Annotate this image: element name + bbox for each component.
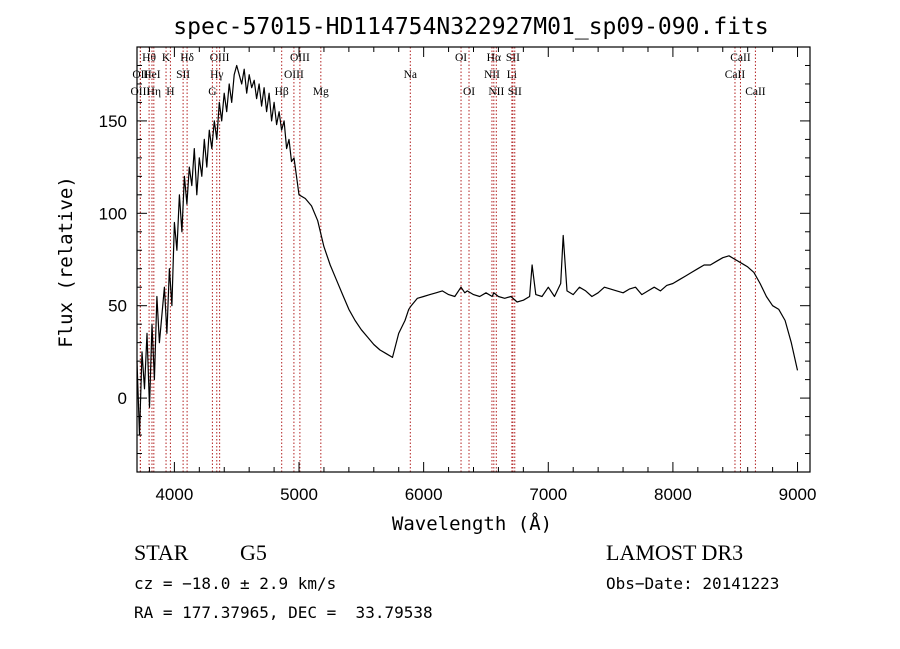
line-marker-label: Hβ bbox=[275, 86, 289, 98]
line-marker-label: OIII bbox=[290, 52, 310, 64]
line-marker-label: Hα bbox=[487, 52, 501, 64]
line-marker-label: SII bbox=[506, 52, 520, 64]
x-tick-label: 7000 bbox=[529, 485, 567, 504]
line-marker-label: SII bbox=[176, 69, 190, 81]
line-marker-label: OIII bbox=[130, 86, 150, 98]
line-marker-label: Na bbox=[404, 69, 417, 81]
line-marker-label: Hθ bbox=[142, 52, 156, 64]
line-marker-label: G bbox=[208, 86, 216, 98]
line-marker-label: Hδ bbox=[180, 52, 194, 64]
coordinates: RA = 177.37965, DEC = 33.79538 bbox=[134, 603, 433, 622]
line-marker-label: Hγ bbox=[210, 69, 223, 81]
line-marker-label: CaII bbox=[745, 86, 766, 98]
line-marker-label: CaII bbox=[725, 69, 746, 81]
spectrum-line bbox=[136, 64, 799, 436]
y-tick-label: 50 bbox=[108, 297, 127, 316]
chart-title: spec-57015-HD114754N322927M01_sp09-090.f… bbox=[173, 14, 768, 40]
x-tick-label: 5000 bbox=[280, 485, 318, 504]
line-marker-label: Mg bbox=[313, 86, 329, 98]
redshift-velocity: cz = −18.0 ± 2.9 km/s bbox=[134, 574, 337, 593]
y-axis-label: Flux (relative) bbox=[55, 176, 77, 348]
line-marker-label: NII bbox=[488, 86, 504, 98]
x-tick-label: 6000 bbox=[405, 485, 443, 504]
line-marker-label: NII bbox=[484, 69, 500, 81]
object-class: STAR bbox=[134, 540, 189, 565]
x-axis-label: Wavelength (Å) bbox=[392, 512, 552, 535]
line-marker-label: OIII bbox=[210, 52, 230, 64]
plot-frame bbox=[136, 46, 811, 473]
y-tick-label: 150 bbox=[99, 112, 127, 131]
y-tick-label: 0 bbox=[118, 389, 127, 408]
observation-date: Obs−Date: 20141223 bbox=[606, 574, 780, 593]
line-marker-label: OIII bbox=[284, 69, 304, 81]
line-marker-label: OI bbox=[463, 86, 475, 98]
line-marker-label: K bbox=[162, 52, 171, 64]
line-marker-label: HeI bbox=[143, 69, 160, 81]
x-tick-label: 4000 bbox=[155, 485, 193, 504]
x-tick-label: 9000 bbox=[779, 485, 817, 504]
line-marker-label: CaII bbox=[730, 52, 751, 64]
line-marker-label: H bbox=[166, 86, 174, 98]
line-marker-label: Li bbox=[507, 69, 517, 81]
survey-name: LAMOST DR3 bbox=[606, 540, 744, 565]
object-subclass: G5 bbox=[240, 540, 267, 565]
line-marker-label: Hη bbox=[147, 86, 161, 98]
y-tick-label: 100 bbox=[99, 204, 127, 223]
line-marker-label: SII bbox=[508, 86, 522, 98]
x-tick-label: 8000 bbox=[654, 485, 692, 504]
line-marker-label: OI bbox=[455, 52, 467, 64]
